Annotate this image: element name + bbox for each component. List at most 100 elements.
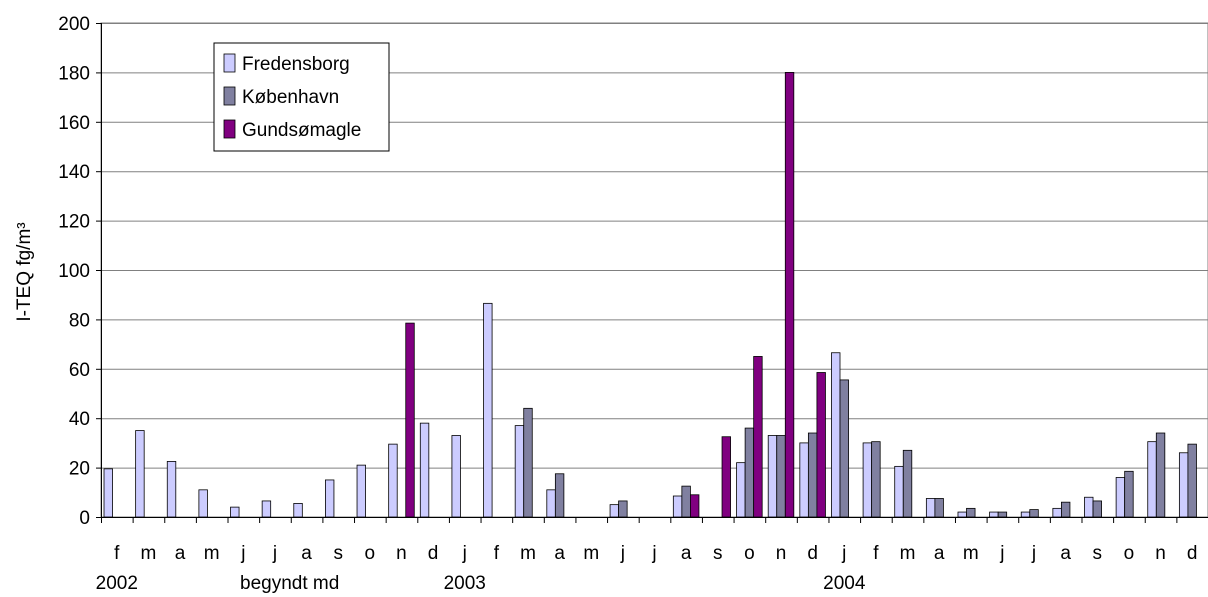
bar-gundsømagle: [405, 322, 415, 518]
bar-fredensborg: [609, 504, 620, 518]
x-tick-label: d: [428, 543, 439, 564]
y-tick-label: 100: [58, 261, 90, 282]
legend: Fredensborg København Gundsømagle: [213, 42, 390, 152]
bar-fredensborg: [419, 422, 430, 518]
bar-københavn: [1061, 501, 1071, 518]
y-tick-label: 180: [58, 63, 90, 84]
x-tick-label: j: [1031, 543, 1036, 564]
x-tick-label: a: [1060, 543, 1071, 564]
bar-fredensborg: [799, 442, 809, 518]
bar-fredensborg: [388, 443, 398, 518]
y-tick-label: 40: [69, 409, 90, 430]
bar-fredensborg: [514, 425, 525, 518]
y-tick-label: 160: [58, 113, 90, 134]
bar-gundsømagle: [816, 372, 826, 518]
x-tick-label: m: [583, 543, 599, 564]
legend-swatch: [223, 53, 236, 73]
x-tick-label: d: [807, 543, 818, 564]
bar-københavn: [966, 507, 976, 518]
bar-fredensborg: [672, 495, 683, 518]
bar-københavn: [1092, 500, 1102, 518]
bar-fredensborg: [1115, 477, 1126, 518]
y-tick-label: 20: [69, 459, 90, 480]
bar-københavn: [1187, 443, 1197, 518]
x-tick-label: d: [1187, 543, 1198, 564]
x-tick-label: m: [963, 543, 979, 564]
bar-fredensborg: [831, 352, 841, 518]
x-tick-label: n: [1155, 543, 1166, 564]
x-tick-label: n: [396, 543, 407, 564]
x-tick-label: f: [114, 543, 120, 564]
x-tick-label: m: [900, 543, 916, 564]
x-tick-label: a: [175, 543, 186, 564]
bar-fredensborg: [1052, 507, 1062, 518]
x-tick-label: j: [240, 543, 245, 564]
year-labels: 2002 2003 2004: [96, 573, 866, 594]
x-tick-label: m: [141, 543, 157, 564]
bar-fredensborg: [103, 468, 113, 518]
bar-københavn: [523, 407, 533, 518]
y-tick-label: 60: [69, 360, 90, 381]
x-tick-label: f: [873, 543, 879, 564]
x-tick-label: j: [272, 543, 277, 564]
legend-label: Fredensborg: [242, 54, 350, 75]
bar-fredensborg: [957, 511, 967, 518]
bars: [103, 72, 1197, 518]
legend-swatch: [223, 119, 236, 139]
bar-gundsømagle: [721, 436, 731, 518]
bar-københavn: [618, 500, 628, 518]
y-tick-label: 0: [79, 508, 90, 529]
x-tick-label: n: [776, 543, 787, 564]
bar-københavn: [1029, 509, 1039, 518]
year-label: 2003: [444, 573, 486, 594]
bar-fredensborg: [925, 498, 936, 518]
x-tick-label: s: [333, 543, 343, 564]
y-tick-label: 120: [58, 212, 90, 233]
bar-fredensborg: [230, 506, 240, 518]
year-label: 2002: [96, 573, 138, 594]
bar-fredensborg: [293, 503, 303, 518]
bar-fredensborg: [862, 442, 873, 518]
bar-københavn: [934, 498, 944, 518]
bar-københavn: [744, 427, 755, 518]
bar-fredensborg: [451, 435, 461, 518]
legend-swatch: [223, 86, 236, 106]
bar-fredensborg: [198, 489, 208, 518]
bar-fredensborg: [483, 302, 493, 518]
y-axis-title: I-TEQ fg/m³: [14, 222, 35, 321]
x-tick-label: s: [713, 543, 723, 564]
x-tick-label: s: [1093, 543, 1103, 564]
bar-fredensborg: [989, 511, 999, 518]
bar-fredensborg: [135, 430, 145, 518]
x-tick-label: j: [462, 543, 467, 564]
y-tick-label: 200: [58, 14, 90, 35]
bar-københavn: [1155, 432, 1166, 518]
x-tick-label: a: [554, 543, 565, 564]
bar-københavn: [554, 473, 565, 518]
bar-fredensborg: [1178, 452, 1189, 518]
legend-label: København: [242, 87, 339, 108]
x-tick-label: j: [651, 543, 656, 564]
y-tick-label: 140: [58, 162, 90, 183]
y-tick-label: 80: [69, 310, 90, 331]
x-tick-label: j: [841, 543, 846, 564]
bar-fredensborg: [736, 462, 746, 518]
bar-fredensborg: [546, 489, 556, 518]
bar-fredensborg: [1147, 441, 1157, 518]
x-tick-label: a: [301, 543, 312, 564]
x-tick-label: f: [494, 543, 500, 564]
bar-fredensborg: [1084, 496, 1094, 518]
x-tick-label: m: [520, 543, 536, 564]
bar-fredensborg: [1020, 511, 1031, 518]
bar-fredensborg: [894, 465, 904, 518]
x-tick-label: a: [934, 543, 945, 564]
bar-københavn: [681, 485, 691, 518]
bar-københavn: [1124, 470, 1134, 518]
bar-gundsømagle: [753, 356, 763, 518]
x-tick-label: o: [1124, 543, 1135, 564]
legend-box: [213, 42, 390, 152]
bar-københavn: [902, 449, 913, 518]
bar-københavn: [839, 379, 849, 518]
bar-gundsømagle: [784, 72, 795, 518]
